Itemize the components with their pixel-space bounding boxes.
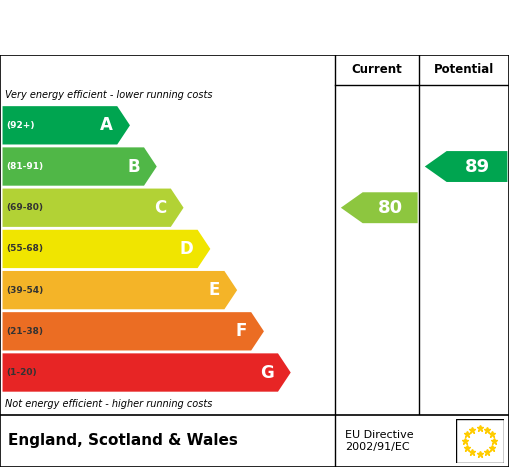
Text: (39-54): (39-54) bbox=[6, 286, 43, 295]
Text: EU Directive
2002/91/EC: EU Directive 2002/91/EC bbox=[345, 430, 414, 452]
Polygon shape bbox=[3, 354, 291, 392]
Text: A: A bbox=[100, 116, 113, 134]
Text: Potential: Potential bbox=[434, 64, 494, 77]
Text: (69-80): (69-80) bbox=[6, 203, 43, 212]
Text: E: E bbox=[209, 281, 220, 299]
Polygon shape bbox=[425, 151, 507, 182]
Text: G: G bbox=[260, 363, 274, 382]
Text: B: B bbox=[127, 157, 140, 176]
Text: D: D bbox=[180, 240, 193, 258]
Text: England, Scotland & Wales: England, Scotland & Wales bbox=[8, 433, 238, 448]
Polygon shape bbox=[3, 148, 157, 186]
Text: (55-68): (55-68) bbox=[6, 244, 43, 254]
Text: (92+): (92+) bbox=[6, 121, 35, 130]
Text: (1-20): (1-20) bbox=[6, 368, 37, 377]
Polygon shape bbox=[3, 106, 130, 144]
Text: 89: 89 bbox=[464, 157, 490, 176]
Polygon shape bbox=[3, 189, 184, 227]
Text: Current: Current bbox=[352, 64, 403, 77]
Text: (21-38): (21-38) bbox=[6, 327, 43, 336]
Polygon shape bbox=[341, 192, 418, 223]
Polygon shape bbox=[3, 271, 237, 309]
Text: (81-91): (81-91) bbox=[6, 162, 43, 171]
Text: Very energy efficient - lower running costs: Very energy efficient - lower running co… bbox=[5, 90, 213, 100]
Text: F: F bbox=[236, 322, 247, 340]
Polygon shape bbox=[3, 230, 210, 268]
Polygon shape bbox=[3, 312, 264, 350]
Text: 80: 80 bbox=[378, 199, 403, 217]
Text: C: C bbox=[155, 199, 167, 217]
Text: Energy Efficiency Rating: Energy Efficiency Rating bbox=[10, 15, 336, 40]
Text: Not energy efficient - higher running costs: Not energy efficient - higher running co… bbox=[5, 399, 212, 409]
